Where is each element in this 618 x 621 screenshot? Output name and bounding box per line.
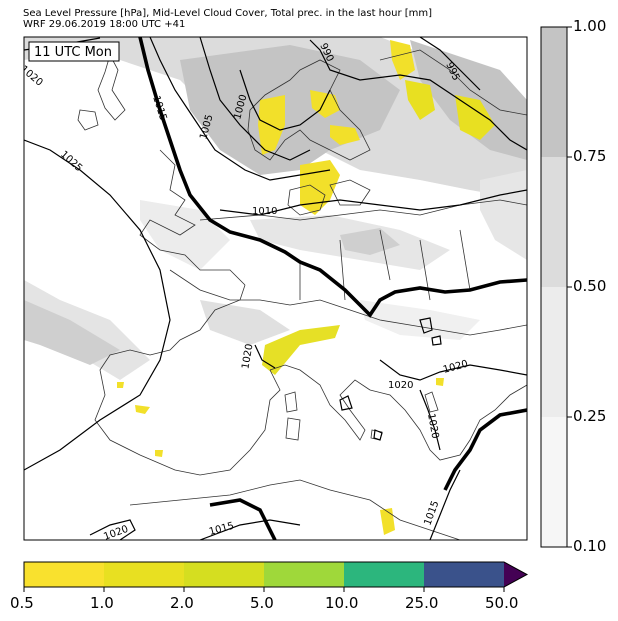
- cloud-bin: [541, 417, 567, 547]
- isobars: [24, 37, 527, 540]
- isobar-label: 1010: [252, 206, 277, 217]
- precip-tick-label: 10.0: [325, 594, 359, 612]
- precip-colorbar: [23, 561, 529, 592]
- map-title: Sea Level Pressure [hPa], Mid-Level Clou…: [23, 8, 433, 19]
- precip-bin: [264, 562, 344, 587]
- cloud-tick-label: 0.10: [573, 537, 607, 555]
- cloud-tick-label: 1.00: [573, 17, 607, 35]
- isobar-label: 1020: [425, 413, 440, 440]
- isobar-label: 1020: [240, 343, 255, 370]
- precip-tick-label: 50.0: [485, 594, 519, 612]
- coastlines: [77, 49, 527, 540]
- isobar-label: 1020: [388, 380, 413, 391]
- map-frame: [23, 36, 528, 541]
- precip-extend-arrow: [504, 562, 527, 587]
- precip-bin: [424, 562, 504, 587]
- precip-tick-label: 1.0: [90, 594, 114, 612]
- cloud-bin: [541, 157, 567, 287]
- precip-tick-label: 2.0: [170, 594, 194, 612]
- model-run-subtitle: WRF 29.06.2019 18:00 UTC +41: [23, 19, 186, 30]
- valid-time-box: 11 UTC Mon: [28, 41, 120, 62]
- cloud-bin: [541, 27, 567, 157]
- precip-tick-label: 25.0: [405, 594, 439, 612]
- cloud-tick-label: 0.25: [573, 407, 607, 425]
- cloud-tick-label: 0.75: [573, 147, 607, 165]
- valid-time-label: 11 UTC Mon: [34, 45, 112, 60]
- isobar-1015-bold: [138, 37, 527, 540]
- precip-bin: [104, 562, 184, 587]
- map-panel: 1020 1015 1025 1000 1005 990 995 1010 10…: [24, 37, 527, 540]
- precip-bin: [344, 562, 424, 587]
- precip-tick-label: 5.0: [250, 594, 274, 612]
- precipitation-layer: [117, 40, 495, 535]
- cloud-bin: [541, 287, 567, 417]
- precip-bin: [184, 562, 264, 587]
- cloud-cover-colorbar: [540, 26, 572, 548]
- cloud-tick-label: 0.50: [573, 277, 607, 295]
- precip-bin: [24, 562, 104, 587]
- precip-tick-label: 0.5: [10, 594, 34, 612]
